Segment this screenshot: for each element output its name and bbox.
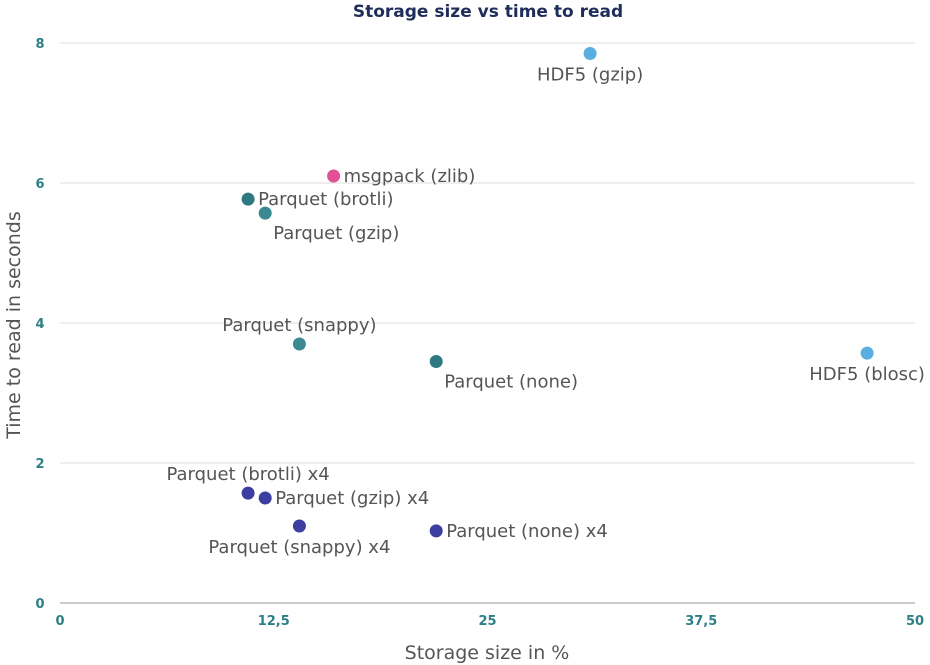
data-point-parquet-gzip-x4: Parquet (gzip) x4 — [258, 488, 429, 509]
point-label: Parquet (none) x4 — [446, 521, 608, 542]
point-label: Parquet (none) — [444, 372, 578, 393]
point-label: msgpack (zlib) — [344, 166, 476, 187]
chart-title: Storage size vs time to read — [353, 2, 623, 22]
point-marker — [429, 524, 443, 538]
y-tick-label: 6 — [35, 177, 44, 192]
point-marker — [258, 206, 272, 220]
point-marker — [241, 192, 255, 206]
data-point-parquet-brotli: Parquet (brotli) — [241, 189, 394, 210]
point-marker — [860, 346, 874, 360]
y-tick-label: 8 — [35, 37, 44, 52]
data-point-parquet-snappy: Parquet (snappy) — [222, 315, 377, 351]
data-point-parquet-none-x4: Parquet (none) x4 — [429, 521, 608, 542]
y-tick-label: 2 — [35, 457, 44, 472]
point-label: Parquet (brotli) x4 — [166, 464, 329, 485]
x-tick-label: 25 — [478, 614, 496, 629]
point-marker — [292, 337, 306, 351]
x-axis-ticks: 0 12,5 25 37,5 50 — [55, 614, 924, 629]
point-marker — [429, 355, 443, 368]
point-marker — [327, 169, 341, 183]
point-marker — [583, 47, 597, 60]
point-marker — [258, 491, 272, 505]
point-label: Parquet (snappy) x4 — [208, 537, 390, 558]
x-tick-label: 37,5 — [685, 614, 717, 629]
x-axis-label: Storage size in % — [405, 642, 570, 664]
y-axis-label: Time to read in seconds — [3, 211, 25, 440]
point-marker — [241, 486, 255, 500]
x-tick-label: 0 — [55, 614, 64, 629]
data-point-parquet-brotli-x4: Parquet (brotli) x4 — [166, 464, 330, 500]
point-marker — [292, 519, 306, 533]
x-tick-label: 50 — [906, 614, 924, 629]
data-point-hdf5-blosc: HDF5 (blosc) — [809, 346, 925, 385]
point-label: HDF5 (gzip) — [537, 65, 643, 86]
data-point-hdf5-gzip: HDF5 (gzip) — [537, 47, 643, 86]
grid-lines — [60, 42, 915, 604]
y-tick-label: 0 — [35, 597, 44, 612]
point-label: Parquet (snappy) — [222, 315, 376, 336]
y-tick-label: 4 — [35, 317, 44, 332]
point-label: Parquet (brotli) — [258, 189, 393, 210]
data-point-msgpack-zlib: msgpack (zlib) — [327, 166, 475, 187]
data-point-parquet-none: Parquet (none) — [429, 355, 578, 393]
y-axis-ticks: 0 2 4 6 8 — [35, 37, 44, 612]
data-points: HDF5 (gzip)HDF5 (blosc)msgpack (zlib)Par… — [166, 47, 925, 558]
data-point-parquet-gzip: Parquet (gzip) — [258, 206, 399, 244]
point-label: HDF5 (blosc) — [809, 364, 925, 385]
x-tick-label: 12,5 — [258, 614, 290, 629]
point-label: Parquet (gzip) — [273, 223, 399, 244]
data-point-parquet-snappy-x4: Parquet (snappy) x4 — [208, 519, 390, 558]
point-label: Parquet (gzip) x4 — [275, 488, 429, 509]
